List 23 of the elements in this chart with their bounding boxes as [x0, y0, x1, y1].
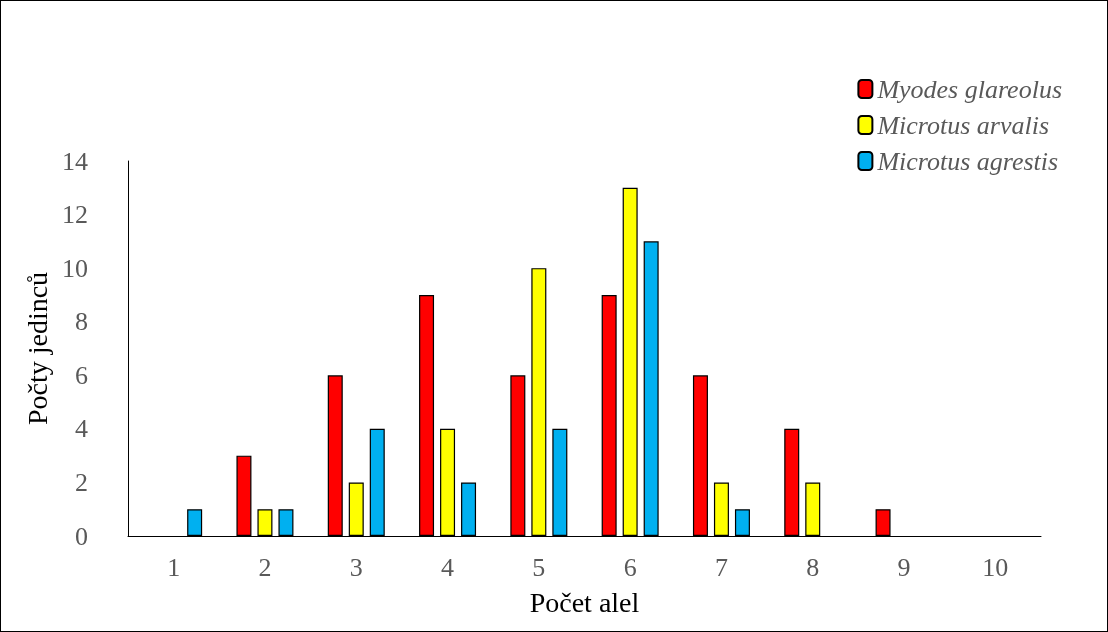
y-tick-label: 10: [62, 253, 88, 283]
legend-label: Microtus agrestis: [876, 146, 1059, 176]
y-tick-label: 6: [75, 360, 88, 390]
y-axis-title: Počty jedinců: [21, 271, 53, 426]
y-tick-label: 0: [75, 521, 88, 551]
x-tick-label: 1: [167, 552, 181, 582]
y-tick-label: 2: [75, 467, 88, 497]
x-tick-label: 8: [806, 552, 820, 582]
x-tick-label: 9: [897, 552, 911, 582]
y-tick-label: 14: [62, 146, 88, 176]
x-tick-label: 5: [532, 552, 546, 582]
x-tick-label: 10: [982, 552, 1009, 582]
x-tick-label: 7: [714, 552, 728, 582]
y-tick-label: 4: [75, 414, 88, 444]
legend-label: Myodes glareolus: [876, 74, 1063, 104]
x-tick-label: 6: [623, 552, 637, 582]
legend-label: Microtus arvalis: [876, 110, 1050, 140]
x-tick-label: 3: [349, 552, 363, 582]
x-tick-label: 2: [258, 552, 272, 582]
x-axis-title: Počet alel: [529, 586, 640, 618]
y-tick-label: 8: [75, 307, 88, 337]
y-tick-label: 12: [62, 200, 88, 230]
x-tick-label: 4: [441, 552, 455, 582]
